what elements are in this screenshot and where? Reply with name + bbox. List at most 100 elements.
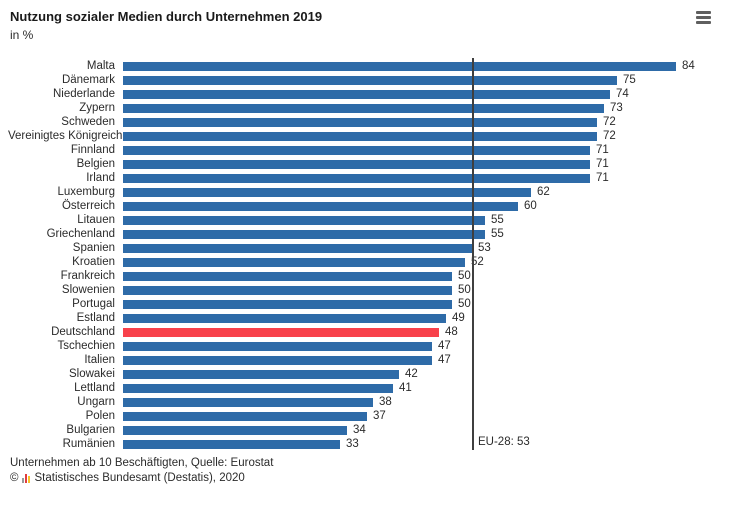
chart-row: Spanien 53 — [8, 241, 695, 255]
value-label: 55 — [491, 228, 504, 240]
menu-bar — [696, 11, 711, 14]
country-label: Luxemburg — [57, 186, 115, 198]
chart-row: Slowenien 50 — [8, 283, 695, 297]
value-label: 48 — [445, 326, 458, 338]
chart-row: Deutschland 48 — [8, 325, 695, 339]
country-label: Belgien — [76, 158, 115, 170]
country-label: Ungarn — [77, 396, 115, 408]
value-label: 52 — [471, 256, 484, 268]
country-label: Kroatien — [72, 256, 115, 268]
value-label: 47 — [438, 340, 451, 352]
country-label: Lettland — [74, 382, 115, 394]
country-label: Finnland — [70, 144, 115, 156]
value-label: 49 — [452, 312, 465, 324]
value-label: 55 — [491, 214, 504, 226]
value-label: 50 — [458, 298, 471, 310]
copyright-text: Statistisches Bundesamt (Destatis), 2020 — [34, 472, 245, 484]
source-note: Unternehmen ab 10 Beschäftigten, Quelle:… — [10, 457, 274, 469]
country-label: Griechenland — [46, 228, 115, 240]
bar — [123, 411, 367, 421]
country-label: Spanien — [72, 242, 115, 254]
chart-row: Vereinigtes Königreich 72 — [8, 129, 695, 143]
chart-row: Niederlande 74 — [8, 87, 695, 101]
chart-row: Zypern 73 — [8, 101, 695, 115]
country-label: Deutschland — [51, 326, 115, 338]
value-label: 71 — [596, 158, 609, 170]
value-label: 72 — [603, 116, 616, 128]
copyright-line: © Statistisches Bundesamt (Destatis), 20… — [10, 472, 245, 484]
copyright-symbol: © — [10, 472, 19, 484]
bar — [123, 355, 432, 365]
logo-bar — [28, 476, 31, 483]
bar — [123, 229, 485, 239]
bar — [123, 285, 452, 295]
logo-bar — [25, 474, 28, 483]
chart-rows: Malta 84 Dänemark 75 Niederlande 74 Zype… — [8, 59, 695, 451]
country-label: Niederlande — [52, 88, 115, 100]
eu-reference-label: EU-28: 53 — [478, 436, 530, 448]
country-label: Frankreich — [60, 270, 115, 282]
eu-reference-line — [472, 58, 474, 450]
bar — [123, 243, 472, 253]
value-label: 33 — [346, 438, 359, 450]
chart-title: Nutzung sozialer Medien durch Unternehme… — [10, 9, 323, 24]
country-label: Tschechien — [57, 340, 115, 352]
chart-row: Frankreich 50 — [8, 269, 695, 283]
bar — [123, 257, 465, 267]
bar — [123, 397, 373, 407]
bar — [123, 117, 597, 127]
chart-row: Rumänien 33 — [8, 437, 695, 451]
value-label: 71 — [596, 172, 609, 184]
country-label: Vereinigtes Königreich — [8, 130, 123, 142]
country-label: Österreich — [61, 200, 115, 212]
bar — [123, 103, 604, 113]
bar — [123, 327, 439, 337]
chart-row: Kroatien 52 — [8, 255, 695, 269]
country-label: Rumänien — [62, 438, 115, 450]
country-label: Portugal — [72, 298, 115, 310]
bar — [123, 75, 617, 85]
value-label: 50 — [458, 270, 471, 282]
chart-row: Slowakei 42 — [8, 367, 695, 381]
country-label: Bulgarien — [66, 424, 115, 436]
country-label: Slowenien — [61, 284, 115, 296]
value-label: 47 — [438, 354, 451, 366]
country-label: Schweden — [61, 116, 115, 128]
bar — [123, 187, 531, 197]
country-label: Italien — [84, 354, 115, 366]
chart-row: Bulgarien 34 — [8, 423, 695, 437]
chart-row: Finnland 71 — [8, 143, 695, 157]
chart-row: Belgien 71 — [8, 157, 695, 171]
chart-row: Portugal 50 — [8, 297, 695, 311]
country-label: Zypern — [79, 102, 115, 114]
country-label: Polen — [85, 410, 115, 422]
value-label: 72 — [603, 130, 616, 142]
bar — [123, 341, 432, 351]
bar — [123, 425, 347, 435]
chart-row: Schweden 72 — [8, 115, 695, 129]
bar — [123, 313, 446, 323]
menu-bar — [696, 16, 711, 19]
value-label: 75 — [623, 74, 636, 86]
chart-subtitle: in % — [10, 28, 34, 42]
value-label: 42 — [405, 368, 418, 380]
value-label: 60 — [524, 200, 537, 212]
chart-row: Luxemburg 62 — [8, 185, 695, 199]
value-label: 53 — [478, 242, 491, 254]
logo-bar — [22, 478, 25, 483]
bar — [123, 201, 518, 211]
chart-row: Malta 84 — [8, 59, 695, 73]
bar — [123, 159, 590, 169]
hamburger-menu-icon[interactable] — [696, 11, 711, 24]
bar — [123, 61, 676, 71]
chart-row: Litauen 55 — [8, 213, 695, 227]
chart-row: Österreich 60 — [8, 199, 695, 213]
country-label: Dänemark — [61, 74, 115, 86]
value-label: 41 — [399, 382, 412, 394]
chart-row: Griechenland 55 — [8, 227, 695, 241]
country-label: Malta — [86, 60, 115, 72]
bar — [123, 173, 590, 183]
destatis-logo-icon — [22, 473, 31, 483]
value-label: 38 — [379, 396, 392, 408]
